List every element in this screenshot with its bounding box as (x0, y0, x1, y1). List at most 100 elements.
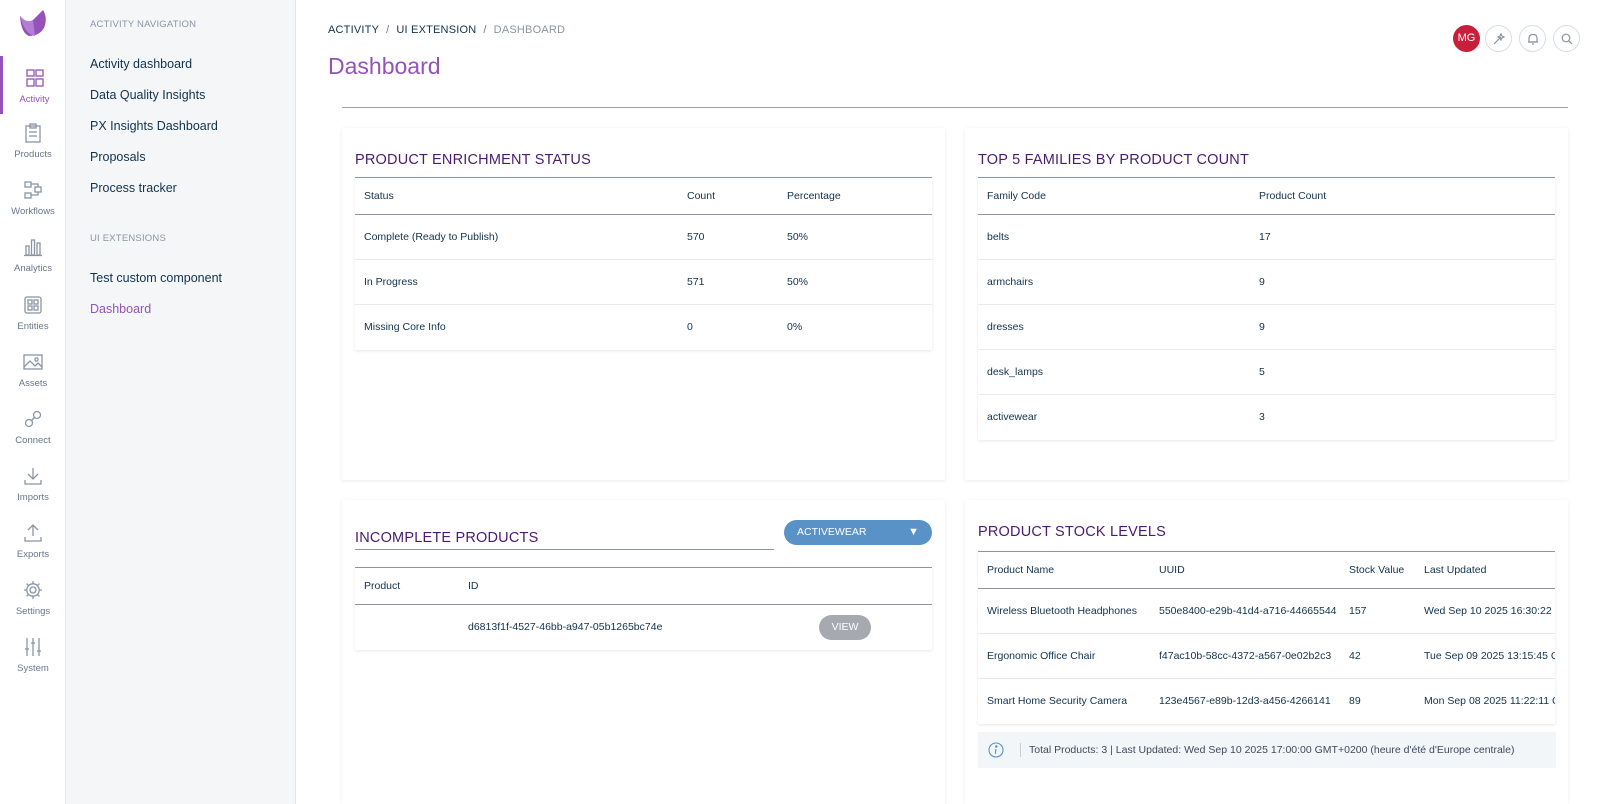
uuid-cell: 123e4567-e89b-12d3-a456-4266141 (1159, 695, 1331, 708)
nav-link-test-custom-component[interactable]: Test custom component (90, 271, 223, 285)
search-button[interactable] (1553, 25, 1580, 52)
count-cell: 571 (678, 259, 778, 305)
table-row: d6813f1f-4527-46bb-a947-05b1265bc74e VIE… (355, 605, 932, 650)
product-count-cell: 9 (1250, 304, 1555, 350)
top-families-table: Family Code Product Count belts 17 armch… (978, 177, 1555, 440)
table-row: Smart Home Security Camera 123e4567-e89b… (978, 679, 1555, 724)
column-header-product: Product (355, 567, 459, 605)
upload-icon (24, 524, 42, 542)
table-row: dresses 9 (978, 304, 1555, 350)
clipboard-icon (25, 123, 41, 143)
nav-link-dashboard[interactable]: Dashboard (90, 302, 152, 316)
gear-icon (24, 581, 42, 599)
breadcrumb-separator: / (483, 24, 487, 36)
rail-item-entities[interactable]: Entities (0, 285, 66, 343)
notifications-button[interactable] (1519, 25, 1546, 52)
family-code-cell: belts (978, 214, 1250, 260)
column-header-count: Count (678, 177, 778, 215)
table-row: Missing Core Info 0 0% (355, 305, 932, 350)
user-avatar[interactable]: MG (1453, 25, 1480, 52)
rail-item-exports[interactable]: Exports (0, 513, 66, 571)
column-header-product-name: Product Name (978, 551, 1150, 589)
column-header-id: ID (459, 567, 810, 605)
last-updated-cell: Wed Sep 10 2025 16:30:22 G (1415, 588, 1555, 634)
table-row: In Progress 571 50% (355, 259, 932, 305)
column-header-uuid: UUID (1150, 551, 1340, 589)
enrichment-status-table: Status Count Percentage Complete (Ready … (355, 177, 932, 350)
product-name-cell: Ergonomic Office Chair (978, 633, 1150, 679)
link-icon (24, 410, 42, 428)
incomplete-products-title: INCOMPLETE PRODUCTS (355, 530, 539, 546)
column-header-last-updated: Last Updated (1415, 551, 1555, 589)
rail-item-activity[interactable]: Activity (0, 56, 66, 114)
image-icon (23, 354, 43, 370)
rail-item-label: Analytics (13, 263, 52, 274)
rail-item-label: Activity (19, 94, 50, 105)
rail-item-system[interactable]: System (0, 627, 66, 685)
breadcrumb-ui-extension[interactable]: UI EXTENSION (396, 24, 477, 36)
table-row: desk_lamps 5 (978, 349, 1555, 395)
last-updated-cell: Mon Sep 08 2025 11:22:11 G (1424, 695, 1555, 708)
section-heading-activity-navigation: ACTIVITY NAVIGATION (90, 19, 197, 30)
stock-levels-title: PRODUCT STOCK LEVELS (978, 524, 1166, 540)
footer-divider (1020, 743, 1021, 757)
rail-item-label: Workflows (11, 206, 55, 217)
breadcrumb-dashboard: DASHBOARD (493, 24, 566, 36)
column-header-family-code: Family Code (978, 177, 1250, 215)
breadcrumb-separator: / (386, 24, 390, 36)
rail-item-analytics[interactable]: Analytics (0, 227, 66, 285)
column-header-action (810, 567, 932, 605)
percentage-cell: 0% (787, 321, 803, 334)
uuid-cell: f47ac10b-58cc-4372-a567-0e02b2c3 (1150, 633, 1340, 679)
incomplete-products-title-underline (355, 549, 774, 550)
family-code-cell: dresses (978, 304, 1250, 350)
column-header-percentage: Percentage (778, 177, 932, 215)
rail-item-label: System (17, 663, 49, 674)
product-count-cell: 3 (1259, 411, 1265, 424)
rail-item-imports[interactable]: Imports (0, 456, 66, 514)
family-filter-dropdown[interactable]: ACTIVEWEAR ▼ (784, 520, 932, 545)
status-cell: Missing Core Info (364, 321, 446, 334)
rail-item-label: Entities (17, 321, 49, 332)
table-header-row: Status Count Percentage (355, 177, 932, 215)
table-row: Wireless Bluetooth Headphones 550e8400-e… (978, 588, 1555, 634)
rail-item-settings[interactable]: Settings (0, 570, 66, 628)
table-header-row: Product ID (355, 567, 932, 605)
status-cell: In Progress (355, 259, 678, 305)
rail-item-connect[interactable]: Connect (0, 399, 66, 457)
nav-link-process-tracker[interactable]: Process tracker (90, 181, 177, 195)
product-name-cell (355, 605, 459, 650)
brand-logo-icon[interactable] (17, 8, 49, 38)
product-count-cell: 17 (1250, 214, 1555, 260)
table-row: Ergonomic Office Chair f47ac10b-58cc-437… (978, 633, 1555, 679)
enrichment-status-title: PRODUCT ENRICHMENT STATUS (355, 152, 591, 168)
header-divider (342, 107, 1568, 108)
stock-summary-footer: Total Products: 3 | Last Updated: Wed Se… (978, 732, 1556, 768)
download-icon (24, 468, 42, 485)
count-cell: 570 (678, 214, 778, 260)
rail-item-label: Imports (17, 492, 49, 503)
search-icon (1561, 33, 1573, 45)
breadcrumb: ACTIVITY / UI EXTENSION / DASHBOARD (328, 24, 565, 36)
family-code-cell: armchairs (978, 259, 1250, 305)
last-updated-cell: Tue Sep 09 2025 13:15:45 G (1415, 633, 1555, 679)
stock-value-cell: 157 (1340, 588, 1415, 634)
nav-link-proposals[interactable]: Proposals (90, 150, 146, 164)
family-filter-value: ACTIVEWEAR (797, 526, 867, 538)
main-nav-rail: Activity Products Workflows Analytics En… (0, 0, 66, 804)
section-heading-ui-extensions: UI EXTENSIONS (90, 233, 166, 244)
rail-item-products[interactable]: Products (0, 113, 66, 171)
entities-icon (24, 296, 42, 314)
breadcrumb-activity[interactable]: ACTIVITY (328, 24, 380, 36)
product-id-cell: d6813f1f-4527-46bb-a947-05b1265bc74e (468, 621, 663, 634)
view-product-button[interactable]: VIEW (819, 614, 871, 640)
magic-wand-button[interactable] (1485, 25, 1512, 52)
nav-link-activity-dashboard[interactable]: Activity dashboard (90, 57, 193, 71)
workflow-icon (24, 181, 42, 199)
bar-chart-icon (24, 239, 42, 257)
table-row: armchairs 9 (978, 259, 1555, 305)
nav-link-data-quality-insights[interactable]: Data Quality Insights (90, 88, 206, 102)
rail-item-assets[interactable]: Assets (0, 342, 66, 400)
rail-item-workflows[interactable]: Workflows (0, 170, 66, 228)
nav-link-px-insights-dashboard[interactable]: PX Insights Dashboard (90, 119, 218, 133)
